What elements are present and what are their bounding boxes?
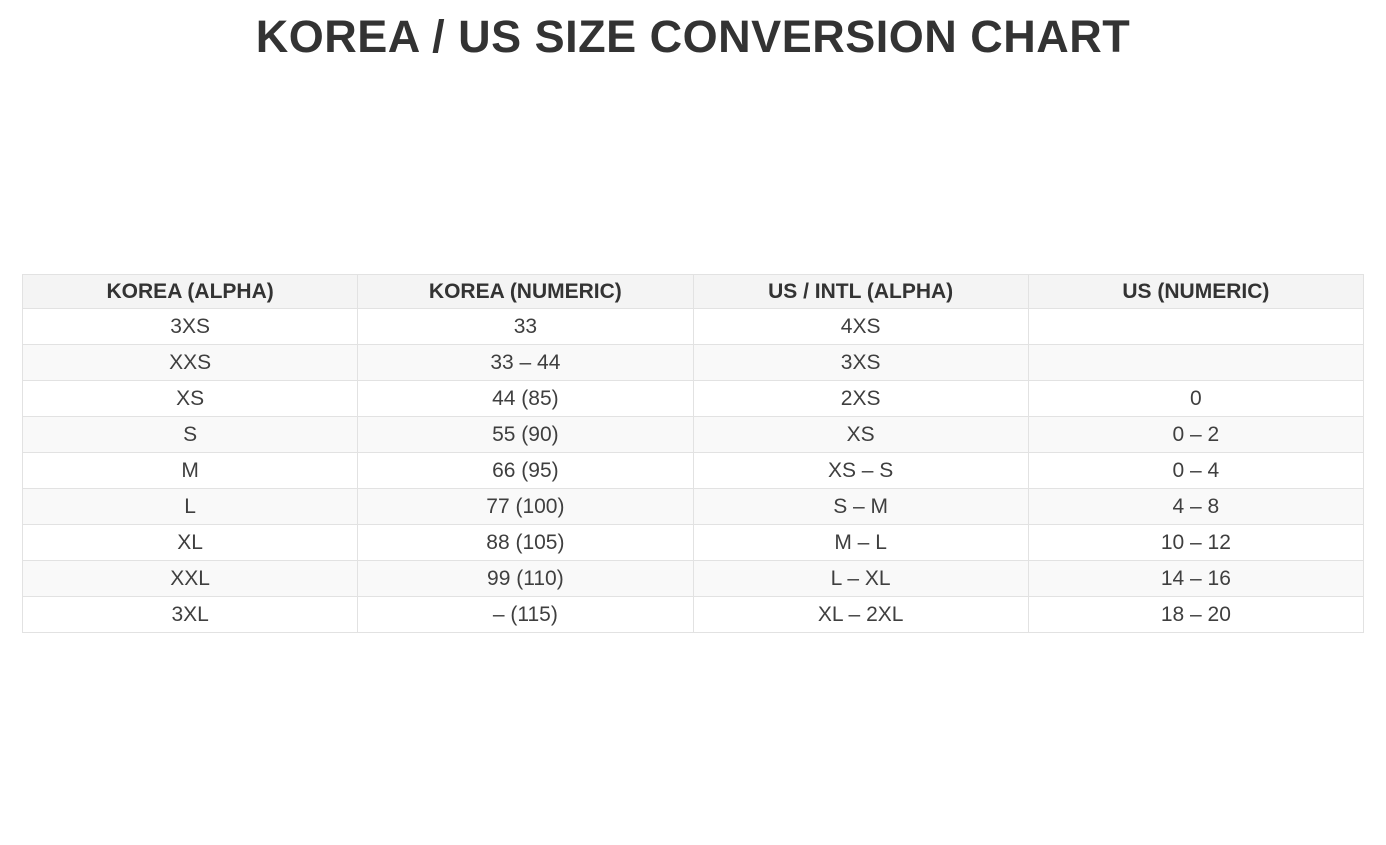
table-cell: 3XS [692, 344, 1029, 381]
table-cell: 55 (90) [357, 416, 694, 453]
table-row: 3XL – (115) XL – 2XL 18 – 20 [21, 596, 1365, 633]
table-cell: 0 – 2 [1027, 416, 1365, 453]
table-body: 3XS 33 4XS XXS 33 – 44 3XS XS 44 (85) 2XS 0 S 55 (9… [21, 308, 1365, 633]
table-cell: – (115) [357, 596, 694, 633]
table-cell: 0 [1027, 380, 1365, 417]
table-header-row: KOREA (ALPHA) KOREA (NUMERIC) US / INTL … [21, 274, 1365, 309]
table-row: XL 88 (105) M – L 10 – 12 [21, 524, 1365, 561]
table-cell: 10 – 12 [1027, 524, 1365, 561]
conversion-table-container: KOREA (ALPHA) KOREA (NUMERIC) US / INTL … [21, 274, 1365, 633]
table-cell: M [21, 452, 359, 489]
table-cell: 14 – 16 [1027, 560, 1365, 597]
table-row: XXL 99 (110) L – XL 14 – 16 [21, 560, 1365, 597]
table-cell: 4XS [692, 308, 1029, 345]
column-header-us-numeric: US (NUMERIC) [1027, 274, 1365, 309]
table-cell: 99 (110) [357, 560, 694, 597]
table-cell: 4 – 8 [1027, 488, 1365, 525]
column-header-us-intl-alpha: US / INTL (ALPHA) [692, 274, 1029, 309]
column-header-korea-alpha: KOREA (ALPHA) [21, 274, 359, 309]
table-row: S 55 (90) XS 0 – 2 [21, 416, 1365, 453]
table-cell: XL – 2XL [692, 596, 1029, 633]
table-cell: 2XS [692, 380, 1029, 417]
table-cell: 18 – 20 [1027, 596, 1365, 633]
table-cell: 3XS [21, 308, 359, 345]
table-row: XXS 33 – 44 3XS [21, 344, 1365, 381]
table-cell: XS [692, 416, 1029, 453]
table-cell: S [21, 416, 359, 453]
table-cell: 0 – 4 [1027, 452, 1365, 489]
table-cell: 77 (100) [357, 488, 694, 525]
column-header-korea-numeric: KOREA (NUMERIC) [357, 274, 694, 309]
table-cell: 66 (95) [357, 452, 694, 489]
table-cell: XXS [21, 344, 359, 381]
table-header: KOREA (ALPHA) KOREA (NUMERIC) US / INTL … [21, 274, 1365, 309]
table-cell: 33 [357, 308, 694, 345]
table-cell: XL [21, 524, 359, 561]
table-row: 3XS 33 4XS [21, 308, 1365, 345]
page-title: KOREA / US SIZE CONVERSION CHART [255, 11, 1131, 62]
table-cell: 33 – 44 [357, 344, 694, 381]
table-cell [1027, 308, 1365, 345]
table-cell: XXL [21, 560, 359, 597]
table-cell: 3XL [21, 596, 359, 633]
table-cell: L – XL [692, 560, 1029, 597]
size-conversion-table: KOREA (ALPHA) KOREA (NUMERIC) US / INTL … [21, 274, 1365, 633]
table-cell: XS [21, 380, 359, 417]
table-cell: L [21, 488, 359, 525]
table-cell [1027, 344, 1365, 381]
table-cell: M – L [692, 524, 1029, 561]
table-cell: S – M [692, 488, 1029, 525]
table-cell: 88 (105) [357, 524, 694, 561]
table-row: XS 44 (85) 2XS 0 [21, 380, 1365, 417]
table-cell: XS – S [692, 452, 1029, 489]
table-cell: 44 (85) [357, 380, 694, 417]
